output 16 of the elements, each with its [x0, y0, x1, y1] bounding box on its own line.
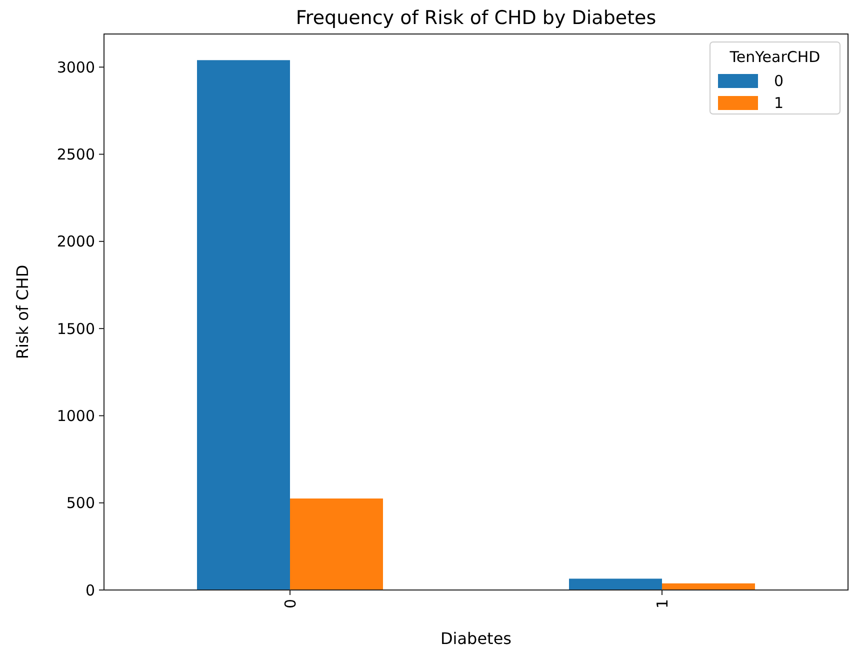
legend-label: 1: [774, 94, 784, 112]
bar: [662, 583, 755, 590]
y-tick-label: 500: [66, 494, 95, 512]
bar: [197, 60, 290, 590]
chart-title: Frequency of Risk of CHD by Diabetes: [296, 7, 656, 29]
bar: [290, 498, 383, 590]
x-axis-title: Diabetes: [440, 629, 512, 648]
bar: [569, 578, 662, 590]
y-tick-label: 3000: [56, 58, 95, 76]
y-tick-label: 1500: [56, 320, 95, 338]
legend-title: TenYearCHD: [728, 48, 820, 66]
y-tick-label: 2500: [56, 146, 95, 164]
y-axis-title: Risk of CHD: [13, 264, 32, 360]
legend-label: 0: [774, 72, 784, 90]
y-tick-label: 1000: [56, 406, 95, 425]
y-tick-label: 2000: [56, 232, 95, 251]
